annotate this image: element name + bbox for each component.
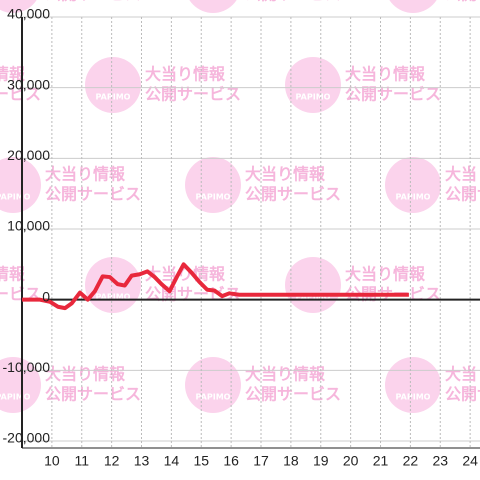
watermark-logo (385, 157, 441, 213)
labels: -20,000 -10,000 0 10,000 20,000 30,000 40,000 1… (3, 6, 479, 469)
watermark-text: 公開サービス (245, 385, 341, 404)
watermark-text: 大当り情報 (0, 65, 26, 84)
watermark-logo (0, 157, 41, 213)
data-line (22, 262, 409, 311)
grid (21, 16, 480, 449)
watermark-text: 大当り情報 (245, 165, 326, 184)
y-tick-label: -10,000 (3, 359, 51, 375)
watermark-logo (185, 157, 241, 213)
y-tick-label: -20,000 (3, 430, 51, 446)
watermark-logo (185, 357, 241, 413)
x-tick-label: 10 (44, 453, 60, 469)
x-tick-label: 18 (283, 453, 299, 469)
watermark-logo (285, 57, 341, 113)
x-tick-label: 15 (193, 453, 209, 469)
watermark-logo-text: PAPIMO (296, 93, 331, 102)
watermark-text: 大当り情報 (145, 65, 226, 84)
y-tick-label: 30,000 (7, 76, 50, 92)
y-tick-label: 10,000 (7, 218, 50, 234)
y-tick-label: 40,000 (7, 6, 50, 22)
y-tick-label: 20,000 (7, 147, 50, 163)
watermark-text: 公開サービス (45, 385, 141, 404)
x-tick-label: 19 (313, 453, 329, 469)
watermark-text: 公開サービス (245, 0, 341, 4)
watermark-text: 公開サービス (445, 385, 480, 404)
watermark-logo-text: PAPIMO (396, 193, 431, 202)
watermark-text: 公開サービス (45, 185, 141, 204)
x-tick-label: 16 (223, 453, 239, 469)
watermark-logo-text: PAPIMO (0, 193, 31, 202)
watermark-logo-text: PAPIMO (0, 393, 31, 402)
watermark-logo (0, 357, 41, 413)
x-tick-label: 22 (403, 453, 419, 469)
x-tick-label: 21 (373, 453, 389, 469)
watermark-text: 公開サービス (445, 185, 480, 204)
x-tick-label: 11 (74, 453, 89, 469)
watermark-logo-text: PAPIMO (296, 293, 331, 302)
x-tick-label: 24 (462, 453, 478, 469)
x-tick-label: 14 (164, 453, 180, 469)
watermark-logo (389, 0, 437, 13)
watermark-text: 公開サービス (145, 85, 241, 104)
watermark-text: 公開サービス (45, 0, 141, 4)
watermark-logo (385, 357, 441, 413)
watermark-text: 大当り情報 (345, 65, 426, 84)
watermark-logo-text: PAPIMO (396, 0, 431, 2)
y-tick-label: 0 (42, 288, 50, 304)
watermark-text: 大当り情報 (445, 365, 480, 384)
x-tick-label: 20 (343, 453, 359, 469)
watermark-logo-text: PAPIMO (196, 0, 231, 2)
watermark-logo-text: PAPIMO (96, 293, 131, 302)
watermark-logo (0, 0, 37, 13)
x-tick-label: 13 (134, 453, 150, 469)
watermark-logo-text: PAPIMO (196, 393, 231, 402)
watermark-logo-text: PAPIMO (196, 193, 231, 202)
watermark-logo-text: PAPIMO (96, 93, 131, 102)
watermark-text: 大当り情報 (445, 165, 480, 184)
watermark-logo (189, 0, 237, 13)
watermark-logo (85, 57, 141, 113)
watermark-logo (85, 257, 141, 313)
watermark-text: 公開サービス (0, 85, 41, 104)
watermark-text: 大当り情報 (145, 265, 226, 284)
watermarks: PAPIMO大当り情報公開サービスPAPIMO大当り情報公開サービスPAPIMO… (0, 0, 480, 413)
watermark-text: 大当り情報 (345, 265, 426, 284)
watermark-text: 大当り情報 (45, 165, 126, 184)
watermark-text: 公開サービス (345, 85, 441, 104)
watermark-logo-text: PAPIMO (0, 0, 31, 2)
watermark-text: 大当り情報 (0, 265, 26, 284)
x-tick-label: 12 (104, 453, 120, 469)
x-tick-label: 17 (253, 453, 269, 469)
watermark-logo (285, 257, 341, 313)
watermark-text: 大当り情報 (245, 365, 326, 384)
watermark-text: 公開サービス (445, 0, 480, 4)
watermark-text: 大当り情報 (45, 365, 126, 384)
watermark-text: 公開サービス (245, 185, 341, 204)
plot (22, 262, 409, 311)
x-tick-label: 23 (432, 453, 448, 469)
watermark-logo-text: PAPIMO (396, 393, 431, 402)
